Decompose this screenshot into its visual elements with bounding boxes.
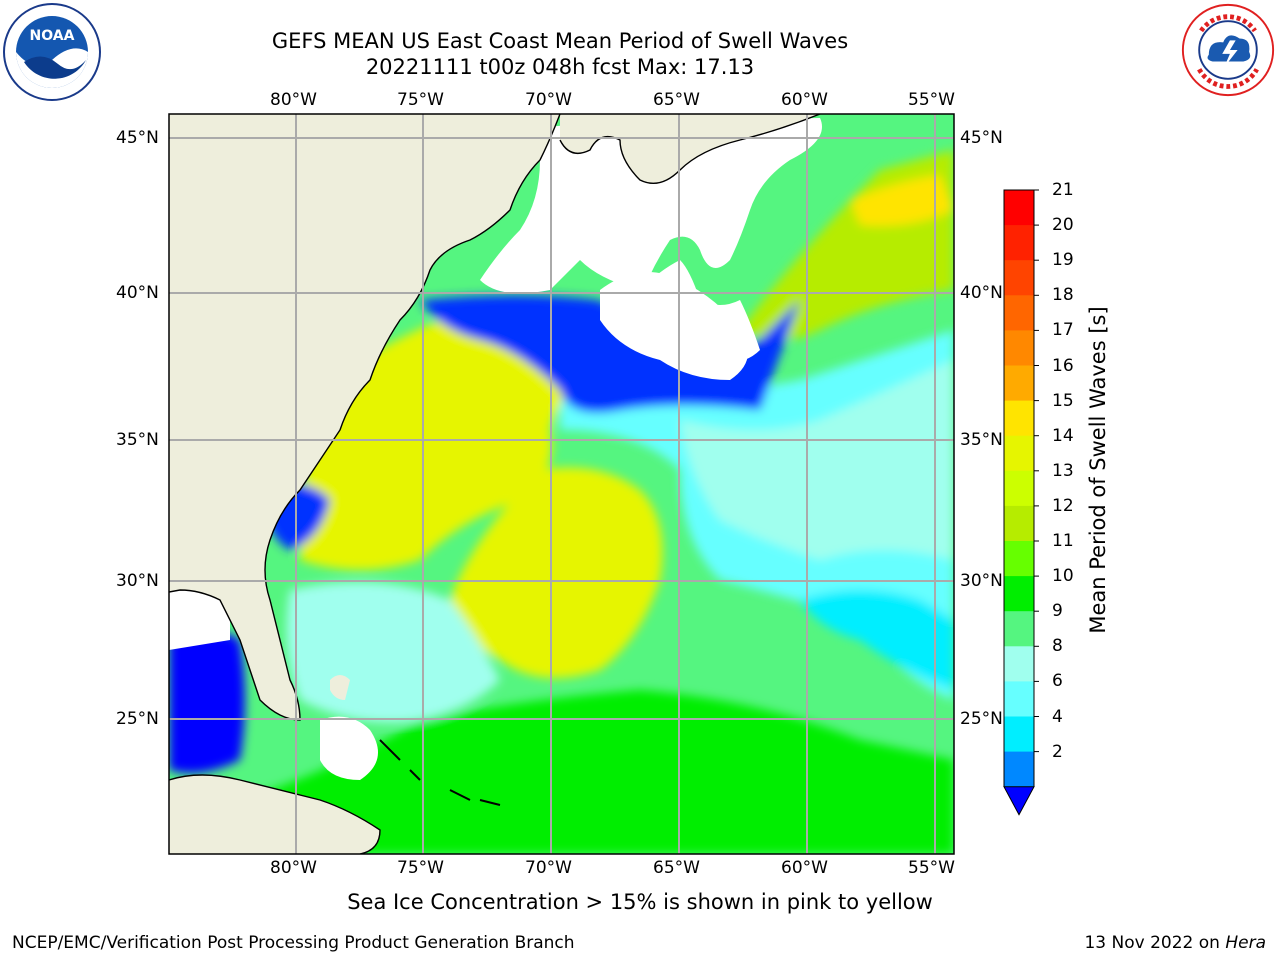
colorbar-segment xyxy=(1004,470,1034,507)
colorbar-segment xyxy=(1004,330,1034,366)
chart-title: GEFS MEAN US East Coast Mean Period of S… xyxy=(271,29,849,53)
coastline-islands xyxy=(379,739,501,806)
colorbar-title: Mean Period of Swell Waves [s] xyxy=(1086,306,1110,634)
lon-label-bottom-65w: 65°W xyxy=(653,858,700,878)
colorbar-tick-label: 10 xyxy=(1052,566,1074,587)
colorbar-tick-label: 12 xyxy=(1052,495,1074,516)
colorbar-segment xyxy=(1004,646,1034,682)
colorbar-segment xyxy=(1004,716,1034,753)
colorbar-segment xyxy=(1004,505,1034,542)
lon-label-bottom-55w: 55°W xyxy=(908,858,955,878)
colorbar-tick-label: 4 xyxy=(1052,706,1063,727)
lat-label-right-25n: 25°N xyxy=(960,709,1003,729)
colorbar-segment xyxy=(1004,681,1034,717)
colorbar-tick-label: 13 xyxy=(1052,460,1074,481)
footer-date: 13 Nov 2022 on Hera xyxy=(1084,933,1266,953)
footer-date-text: 13 Nov 2022 on xyxy=(1084,933,1226,953)
lon-label-top-55w: 55°W xyxy=(908,90,955,110)
colorbar-segment xyxy=(1004,576,1034,612)
lon-label-bottom-75w: 75°W xyxy=(397,858,444,878)
footer-credit: NCEP/EMC/Verification Post Processing Pr… xyxy=(12,933,575,953)
nws-logo-icon xyxy=(1181,3,1275,97)
colorbar-tick-label: 17 xyxy=(1052,320,1074,341)
field-missing-ne xyxy=(480,118,822,364)
field-blue-gulf xyxy=(169,630,245,774)
land-canada xyxy=(560,114,820,184)
map-field xyxy=(169,114,954,854)
land-cuba xyxy=(169,775,380,854)
noaa-logo-text: NOAA xyxy=(30,28,75,44)
colorbar-segment xyxy=(1004,400,1034,437)
land-us-east xyxy=(169,114,560,720)
lat-label-left-30n: 30°N xyxy=(116,571,159,591)
field-lightcyan-east xyxy=(680,360,954,560)
colorbar xyxy=(1003,189,1039,816)
colorbar-tick-label: 8 xyxy=(1052,636,1063,657)
colorbar-tick-label: 14 xyxy=(1052,425,1074,446)
colorbar-segment xyxy=(1004,190,1034,226)
map-frame xyxy=(168,113,955,855)
colorbar-tick-label: 6 xyxy=(1052,671,1063,692)
lon-label-top-60w: 60°W xyxy=(781,90,828,110)
colorbar-tick-label: 20 xyxy=(1052,215,1074,236)
colorbar-segment xyxy=(1004,751,1034,788)
lon-label-top-80w: 80°W xyxy=(270,90,317,110)
field-yellow-central xyxy=(450,467,663,678)
lon-label-top-70w: 70°W xyxy=(525,90,572,110)
lon-label-bottom-80w: 80°W xyxy=(270,858,317,878)
lat-label-right-40n: 40°N xyxy=(960,283,1003,303)
coastline-cuba xyxy=(169,774,381,854)
colorbar-segment xyxy=(1004,295,1034,331)
lat-label-left-25n: 25°N xyxy=(116,709,159,729)
colorbar-extend-arrow xyxy=(1003,786,1035,816)
chart-subtitle-run: 20221111 t00z 048h fcst Max: 17.13 xyxy=(365,55,755,79)
lat-label-right-45n: 45°N xyxy=(960,128,1003,148)
lat-label-right-30n: 30°N xyxy=(960,571,1003,591)
colorbar-segment xyxy=(1004,541,1034,577)
noaa-logo-icon: NOAA xyxy=(3,3,101,101)
colorbar-tick-label: 16 xyxy=(1052,355,1074,376)
sea-ice-note-text: Sea Ice Concentration > 15% is shown in … xyxy=(347,890,933,914)
colorbar-tick-label: 18 xyxy=(1052,285,1074,306)
lat-label-right-35n: 35°N xyxy=(960,430,1003,450)
field-green-south xyxy=(169,690,954,854)
field-yellow-west xyxy=(300,305,600,570)
colorbar-frame xyxy=(1003,189,1035,787)
colorbar-segment xyxy=(1004,260,1034,296)
colorbar-tick-label: 15 xyxy=(1052,390,1074,411)
lat-label-left-40n: 40°N xyxy=(116,283,159,303)
graticule xyxy=(169,114,954,854)
field-blue-shelf xyxy=(420,295,800,413)
colorbar-tick-label: 19 xyxy=(1052,250,1074,271)
sea-ice-note: Sea Ice Concentration > 15% is shown in … xyxy=(0,890,1280,914)
lon-label-top-65w: 65°W xyxy=(653,90,700,110)
footer-host: Hera xyxy=(1225,933,1266,953)
colorbar-tick-label: 2 xyxy=(1052,741,1063,762)
colorbar-tick-label: 21 xyxy=(1052,180,1074,200)
lat-label-left-45n: 45°N xyxy=(116,128,159,148)
colorbar-segment xyxy=(1004,225,1034,261)
lon-label-bottom-60w: 60°W xyxy=(781,858,828,878)
lon-label-top-75w: 75°W xyxy=(397,90,444,110)
lat-label-left-35n: 35°N xyxy=(116,430,159,450)
colorbar-segment xyxy=(1004,435,1034,472)
colorbar-tick-label: 9 xyxy=(1052,601,1063,622)
colorbar-segment xyxy=(1004,611,1034,647)
coastline-us xyxy=(169,114,561,721)
colorbar-tick-label: 11 xyxy=(1052,531,1074,551)
lon-label-bottom-70w: 70°W xyxy=(525,858,572,878)
colorbar-segment xyxy=(1004,365,1034,402)
